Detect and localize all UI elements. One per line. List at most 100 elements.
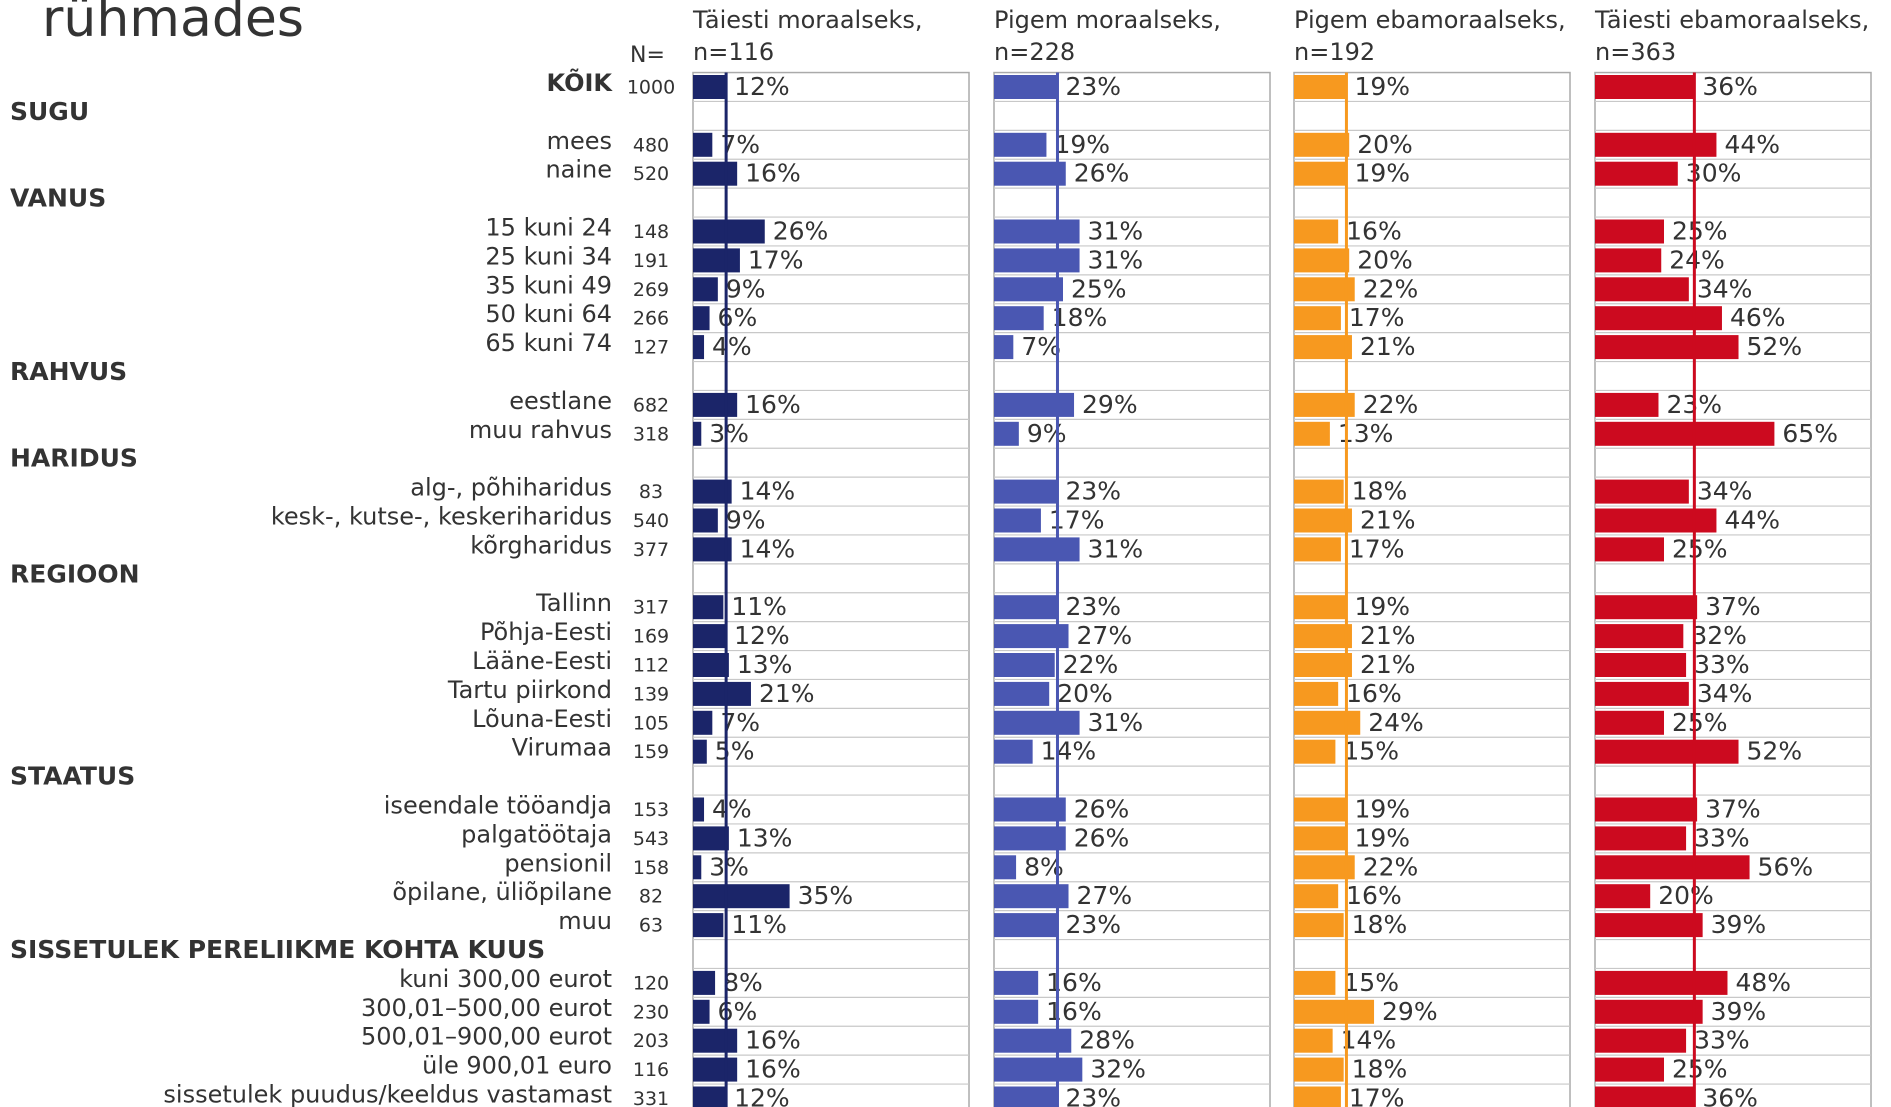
value-label: 35%: [798, 881, 854, 910]
value-label: 34%: [1697, 477, 1753, 506]
sample-size: 318: [633, 423, 669, 445]
value-label: 23%: [1065, 910, 1121, 939]
bar: [1595, 75, 1695, 99]
value-label: 52%: [1747, 737, 1803, 766]
value-label: 17%: [1349, 1084, 1405, 1107]
bar: [994, 132, 1047, 157]
bar: [994, 479, 1058, 504]
bar: [994, 161, 1066, 186]
value-label: 32%: [1090, 1055, 1146, 1084]
value-label: 9%: [1027, 419, 1067, 448]
value-label: 16%: [1046, 997, 1102, 1026]
value-label: 12%: [734, 72, 790, 101]
bar: [1294, 595, 1347, 620]
sample-size: 63: [639, 915, 663, 937]
bar: [1294, 884, 1339, 909]
bar: [693, 1028, 738, 1053]
bar: [994, 739, 1033, 764]
bar: [693, 913, 724, 938]
value-label: 3%: [709, 419, 749, 448]
sample-size: 116: [633, 1059, 669, 1081]
bar: [693, 1086, 727, 1107]
bar: [693, 710, 713, 735]
chart-title: rühmades: [42, 0, 304, 49]
value-label: 33%: [1694, 1026, 1750, 1055]
bar: [1294, 855, 1355, 880]
value-label: 6%: [718, 303, 758, 332]
bar: [693, 1057, 738, 1082]
row-label: Põhja-Eesti: [480, 618, 612, 646]
sample-size: 317: [633, 597, 669, 619]
value-label: 52%: [1747, 332, 1803, 361]
group-header: STAATUS: [10, 762, 135, 791]
sample-size: 112: [633, 655, 669, 677]
bar: [1595, 479, 1689, 504]
value-label: 6%: [718, 997, 758, 1026]
value-label: 23%: [1065, 592, 1121, 621]
value-label: 13%: [737, 823, 793, 852]
value-label: 25%: [1672, 534, 1728, 563]
bar: [1294, 537, 1341, 562]
bar: [994, 1086, 1058, 1107]
value-label: 9%: [726, 274, 766, 303]
bar: [1595, 739, 1739, 764]
bar: [1294, 508, 1352, 533]
row-label: Tartu piirkond: [447, 676, 612, 704]
bar: [1595, 508, 1717, 533]
row-label: pensionil: [504, 849, 612, 877]
sample-size: 153: [633, 799, 669, 821]
bar: [693, 855, 702, 880]
value-label: 20%: [1357, 130, 1413, 159]
value-label: 27%: [1077, 621, 1133, 650]
value-label: 44%: [1724, 506, 1780, 535]
value-label: 25%: [1672, 217, 1728, 246]
value-label: 20%: [1357, 245, 1413, 274]
group-header: REGIOON: [10, 559, 140, 588]
bar: [693, 277, 718, 302]
bar: [994, 219, 1080, 244]
value-label: 8%: [723, 968, 763, 997]
bar: [1595, 1057, 1664, 1082]
value-label: 3%: [709, 852, 749, 881]
value-label: 21%: [759, 679, 815, 708]
bar: [1595, 797, 1698, 822]
value-label: 23%: [1065, 477, 1121, 506]
row-label: Lõuna-Eesti: [472, 705, 612, 733]
value-label: 17%: [1349, 534, 1405, 563]
group-header: RAHVUS: [10, 357, 127, 386]
bar: [1294, 335, 1352, 360]
value-label: 24%: [1368, 708, 1424, 737]
bar: [1595, 335, 1739, 360]
row-label: õpilane, üliõpilane: [392, 878, 612, 906]
panel-frame: [1293, 71, 1571, 1107]
value-label: 20%: [1658, 881, 1714, 910]
bar: [693, 161, 738, 186]
row-label: naine: [545, 156, 612, 184]
sample-size: 540: [633, 510, 669, 532]
group-header: SISSETULEK PERELIIKME KOHTA KUUS: [10, 935, 545, 964]
value-label: 14%: [740, 477, 796, 506]
sample-size: 83: [639, 481, 663, 503]
value-label: 16%: [745, 1055, 801, 1084]
value-label: 19%: [1354, 72, 1410, 101]
value-label: 31%: [1088, 708, 1144, 737]
bar: [994, 277, 1063, 302]
panel-header: Täiesti moraalseks, n=116: [693, 6, 923, 66]
sample-size: 203: [633, 1030, 669, 1052]
bar: [693, 335, 705, 360]
panel-header: Täiesti ebamoraalseks, n=363: [1595, 6, 1870, 66]
bar: [1294, 1028, 1333, 1053]
value-label: 39%: [1711, 910, 1767, 939]
sample-size: 377: [633, 539, 669, 561]
value-label: 12%: [734, 621, 790, 650]
bar: [1294, 75, 1347, 99]
row-label: iseendale tööandja: [384, 792, 612, 820]
bar: [1595, 970, 1728, 995]
panel-frame: [1594, 71, 1872, 1107]
value-label: 14%: [740, 534, 796, 563]
sample-size: 543: [633, 828, 669, 850]
bar: [693, 595, 724, 620]
value-label: 31%: [1088, 245, 1144, 274]
bar: [693, 624, 727, 649]
bar: [1294, 999, 1375, 1024]
